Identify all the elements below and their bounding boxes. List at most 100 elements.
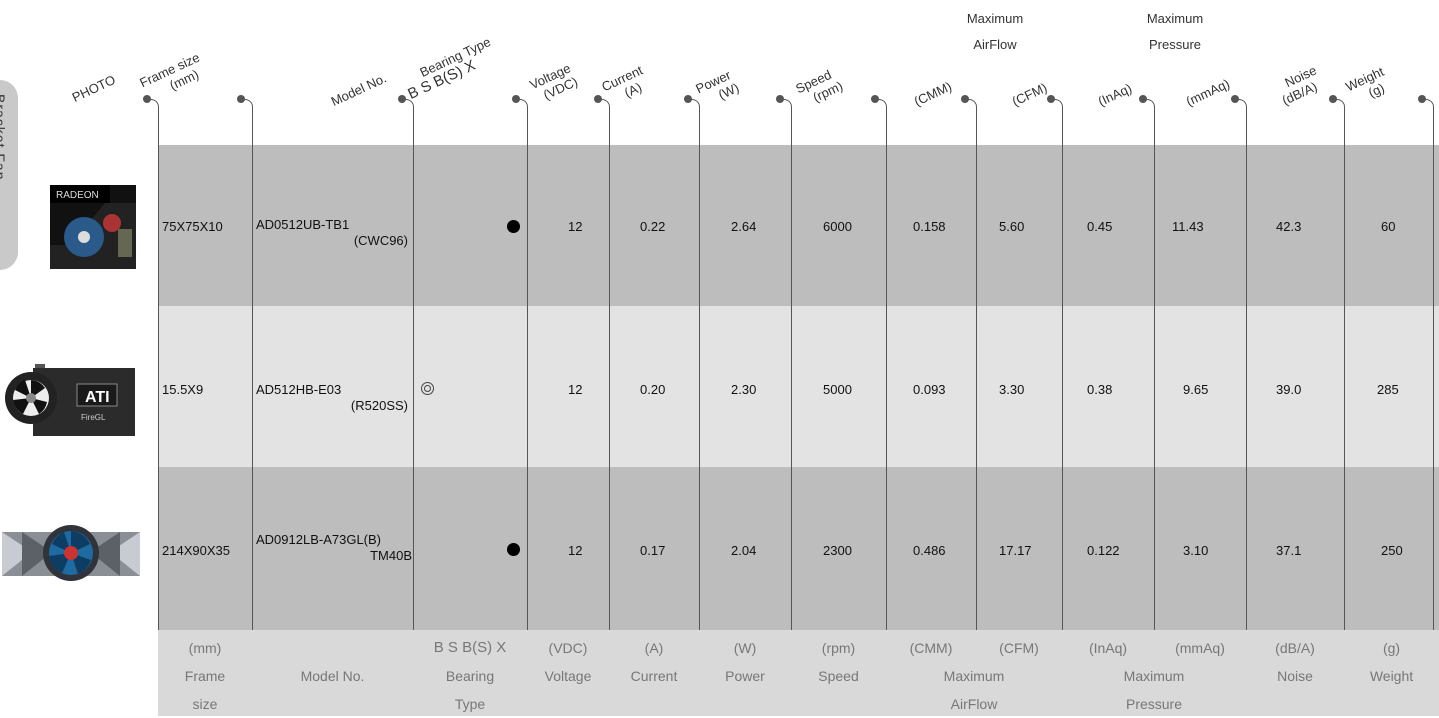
footer-weight: (g) Weight — [1369, 640, 1414, 684]
column-dot — [143, 95, 151, 103]
inaq-cell: 0.122 — [1087, 543, 1120, 558]
column-divider — [252, 110, 253, 630]
svg-text:RADEON: RADEON — [56, 190, 99, 201]
column-divider — [158, 110, 159, 630]
column-dot — [1139, 95, 1147, 103]
speed-cell: 5000 — [823, 382, 852, 397]
current-cell: 0.17 — [640, 543, 666, 558]
bearing-x-dot — [507, 220, 520, 233]
inaq-cell: 0.38 — [1087, 382, 1113, 397]
weight-cell: 60 — [1381, 219, 1396, 234]
column-divider — [1246, 110, 1247, 630]
column-divider — [413, 110, 414, 630]
table-row — [158, 467, 1439, 630]
footer-frame-size: (mm) Frame size — [184, 640, 226, 712]
footer-current: (A) Current — [630, 640, 678, 684]
column-hook — [517, 99, 528, 112]
footer-pressure: Maximum Pressure — [1123, 668, 1185, 712]
header-photo: PHOTO — [69, 71, 118, 105]
column-divider — [1062, 110, 1063, 630]
mmaq-cell: 9.65 — [1183, 382, 1209, 397]
footer-bearing: B S B(S) X Bearing Type — [433, 639, 507, 712]
bearing-b-double-circle — [421, 382, 434, 395]
footer-inaq: (InAq) — [1088, 640, 1128, 656]
header-weight: Weight (g) — [1343, 63, 1387, 101]
column-hook — [689, 99, 700, 112]
weight-cell: 250 — [1381, 543, 1403, 558]
cmm-cell: 0.093 — [913, 382, 946, 397]
header-noise: Noise (dB/A) — [1279, 62, 1320, 108]
column-dot — [512, 95, 520, 103]
column-dot — [398, 95, 406, 103]
airflow-group-header: Maximum AirFlow — [966, 11, 1024, 52]
column-hook — [403, 99, 414, 112]
bearing-x-dot — [507, 543, 520, 556]
voltage-cell: 12 — [568, 543, 583, 558]
footer-noise: (dB/A) Noise — [1275, 640, 1315, 684]
column-dot — [594, 95, 602, 103]
column-hook — [1236, 99, 1247, 112]
column-hook — [599, 99, 610, 112]
speed-cell: 2300 — [823, 543, 852, 558]
table-footer — [158, 630, 1439, 716]
footer-cmm: (CMM) — [909, 640, 953, 656]
column-dot — [1047, 95, 1055, 103]
header-inaq: (InAq) — [1095, 80, 1135, 109]
footer-cfm: (CFM) — [999, 640, 1039, 656]
mmaq-cell: 11.43 — [1172, 219, 1204, 234]
column-dot — [1231, 95, 1239, 103]
footer-speed: (rpm) Speed — [818, 640, 859, 684]
header-cmm: (CMM) — [911, 78, 954, 109]
column-hook — [876, 99, 887, 112]
cfm-cell: 17.17 — [999, 543, 1032, 558]
column-hook — [1334, 99, 1345, 112]
header-frame-size: Frame size (mm) — [137, 49, 202, 94]
voltage-cell: 12 — [568, 219, 583, 234]
header-model-no: Model No. — [328, 70, 389, 109]
column-dot — [1329, 95, 1337, 103]
radeon-card-image: RADEON — [50, 185, 136, 274]
column-divider — [1344, 110, 1345, 630]
column-dot — [1418, 95, 1426, 103]
side-tab-label: Bracket Fan — [0, 94, 8, 181]
frame-size-cell: 214X90X35 — [162, 543, 230, 558]
svg-text:FireGL: FireGL — [81, 413, 106, 422]
power-cell: 2.64 — [731, 219, 757, 234]
speed-cell: 6000 — [823, 219, 852, 234]
column-hook — [148, 99, 159, 112]
noise-cell: 37.1 — [1276, 543, 1302, 558]
column-divider — [699, 110, 700, 630]
cmm-cell: 0.486 — [913, 543, 946, 558]
cooler-card-image — [2, 522, 140, 589]
mmaq-cell: 3.10 — [1183, 543, 1209, 558]
column-hook — [966, 99, 977, 112]
noise-cell: 42.3 — [1276, 219, 1302, 234]
column-divider — [886, 110, 887, 630]
model-cell: AD512HB-E03 (R520SS) — [256, 382, 408, 413]
pressure-group-header: Maximum Pressure — [1146, 11, 1204, 52]
column-divider — [1433, 110, 1434, 630]
footer-mmaq: (mmAq) — [1175, 640, 1225, 656]
weight-cell: 285 — [1377, 382, 1399, 397]
footer-power: (W) Power — [725, 640, 765, 684]
footer-voltage: (VDC) Voltage — [544, 640, 592, 684]
power-cell: 2.30 — [731, 382, 757, 397]
frame-size-cell: 15.5X9 — [162, 382, 204, 397]
column-hook — [242, 99, 253, 112]
cfm-cell: 5.60 — [999, 219, 1025, 234]
footer-airflow: Maximum AirFlow — [943, 668, 1005, 712]
header-cfm: (CFM) — [1009, 79, 1050, 109]
table-row — [158, 145, 1439, 306]
header-mmaq: (mmAq) — [1183, 75, 1232, 109]
cmm-cell: 0.158 — [913, 219, 946, 234]
noise-cell: 39.0 — [1276, 382, 1302, 397]
column-dot — [776, 95, 784, 103]
column-hook — [781, 99, 792, 112]
ati-firegl-card-image: ATI FireGL — [5, 362, 135, 447]
current-cell: 0.22 — [640, 219, 666, 234]
current-cell: 0.20 — [640, 382, 666, 397]
model-cell: AD0912LB-A73GL(B) TM40B — [256, 532, 412, 563]
power-cell: 2.04 — [731, 543, 757, 558]
column-divider — [1154, 110, 1155, 630]
table-row — [158, 306, 1439, 467]
